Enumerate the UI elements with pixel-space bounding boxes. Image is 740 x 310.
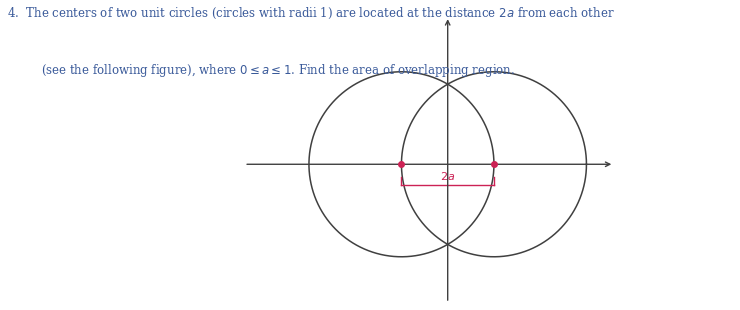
- Text: 4.  The centers of two unit circles (circles with radii 1) are located at the di: 4. The centers of two unit circles (circ…: [7, 6, 615, 21]
- Text: (see the following figure), where $0 \leq a \leq 1$. Find the area of overlappin: (see the following figure), where $0 \le…: [41, 62, 515, 79]
- Text: $2a$: $2a$: [440, 170, 455, 182]
